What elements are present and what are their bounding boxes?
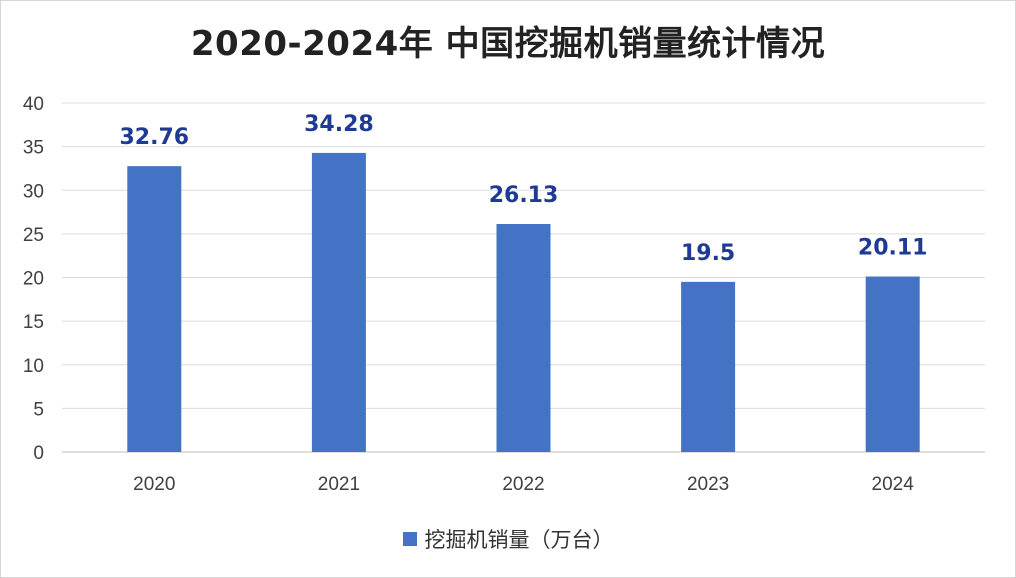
y-axis-ticks: 0 5 10 15 20 25 30 35 40 bbox=[23, 94, 44, 464]
y-tick-label: 25 bbox=[23, 225, 44, 246]
data-label-2021: 34.28 bbox=[304, 112, 374, 137]
legend-label: 挖掘机销量（万台） bbox=[424, 528, 614, 552]
x-tick-label-2024: 2024 bbox=[872, 474, 915, 495]
data-label-2022: 26.13 bbox=[489, 183, 559, 208]
x-axis-ticks: 2020 2021 2022 2023 2024 bbox=[133, 474, 914, 495]
bar-2022 bbox=[496, 224, 551, 452]
data-label-2020: 32.76 bbox=[120, 125, 190, 150]
y-tick-label: 20 bbox=[23, 269, 44, 290]
y-tick-label: 10 bbox=[23, 356, 44, 377]
x-tick-label-2020: 2020 bbox=[133, 474, 175, 495]
chart-title: 2020-2024年 中国挖掘机销量统计情况 bbox=[190, 24, 826, 64]
x-tick-label-2023: 2023 bbox=[687, 474, 729, 495]
bar-2020 bbox=[127, 166, 182, 452]
y-tick-label: 30 bbox=[23, 181, 44, 202]
legend: 挖掘机销量（万台） bbox=[0, 524, 1016, 554]
y-tick-label: 5 bbox=[33, 399, 44, 420]
y-tick-label: 0 bbox=[33, 443, 44, 464]
data-labels: 32.76 34.28 26.13 19.5 20.11 bbox=[120, 112, 928, 266]
x-tick-label-2022: 2022 bbox=[502, 474, 544, 495]
y-tick-label: 40 bbox=[23, 94, 44, 115]
data-label-2024: 20.11 bbox=[858, 236, 928, 261]
y-tick-label: 35 bbox=[23, 138, 44, 159]
x-tick-label-2021: 2021 bbox=[318, 474, 360, 495]
bars bbox=[127, 152, 920, 453]
data-label-2023: 19.5 bbox=[681, 241, 735, 266]
bar-2023 bbox=[681, 281, 736, 452]
bar-2021 bbox=[311, 152, 366, 453]
y-tick-label: 15 bbox=[23, 312, 44, 333]
legend-swatch bbox=[402, 532, 417, 546]
bar-2024 bbox=[865, 276, 920, 452]
